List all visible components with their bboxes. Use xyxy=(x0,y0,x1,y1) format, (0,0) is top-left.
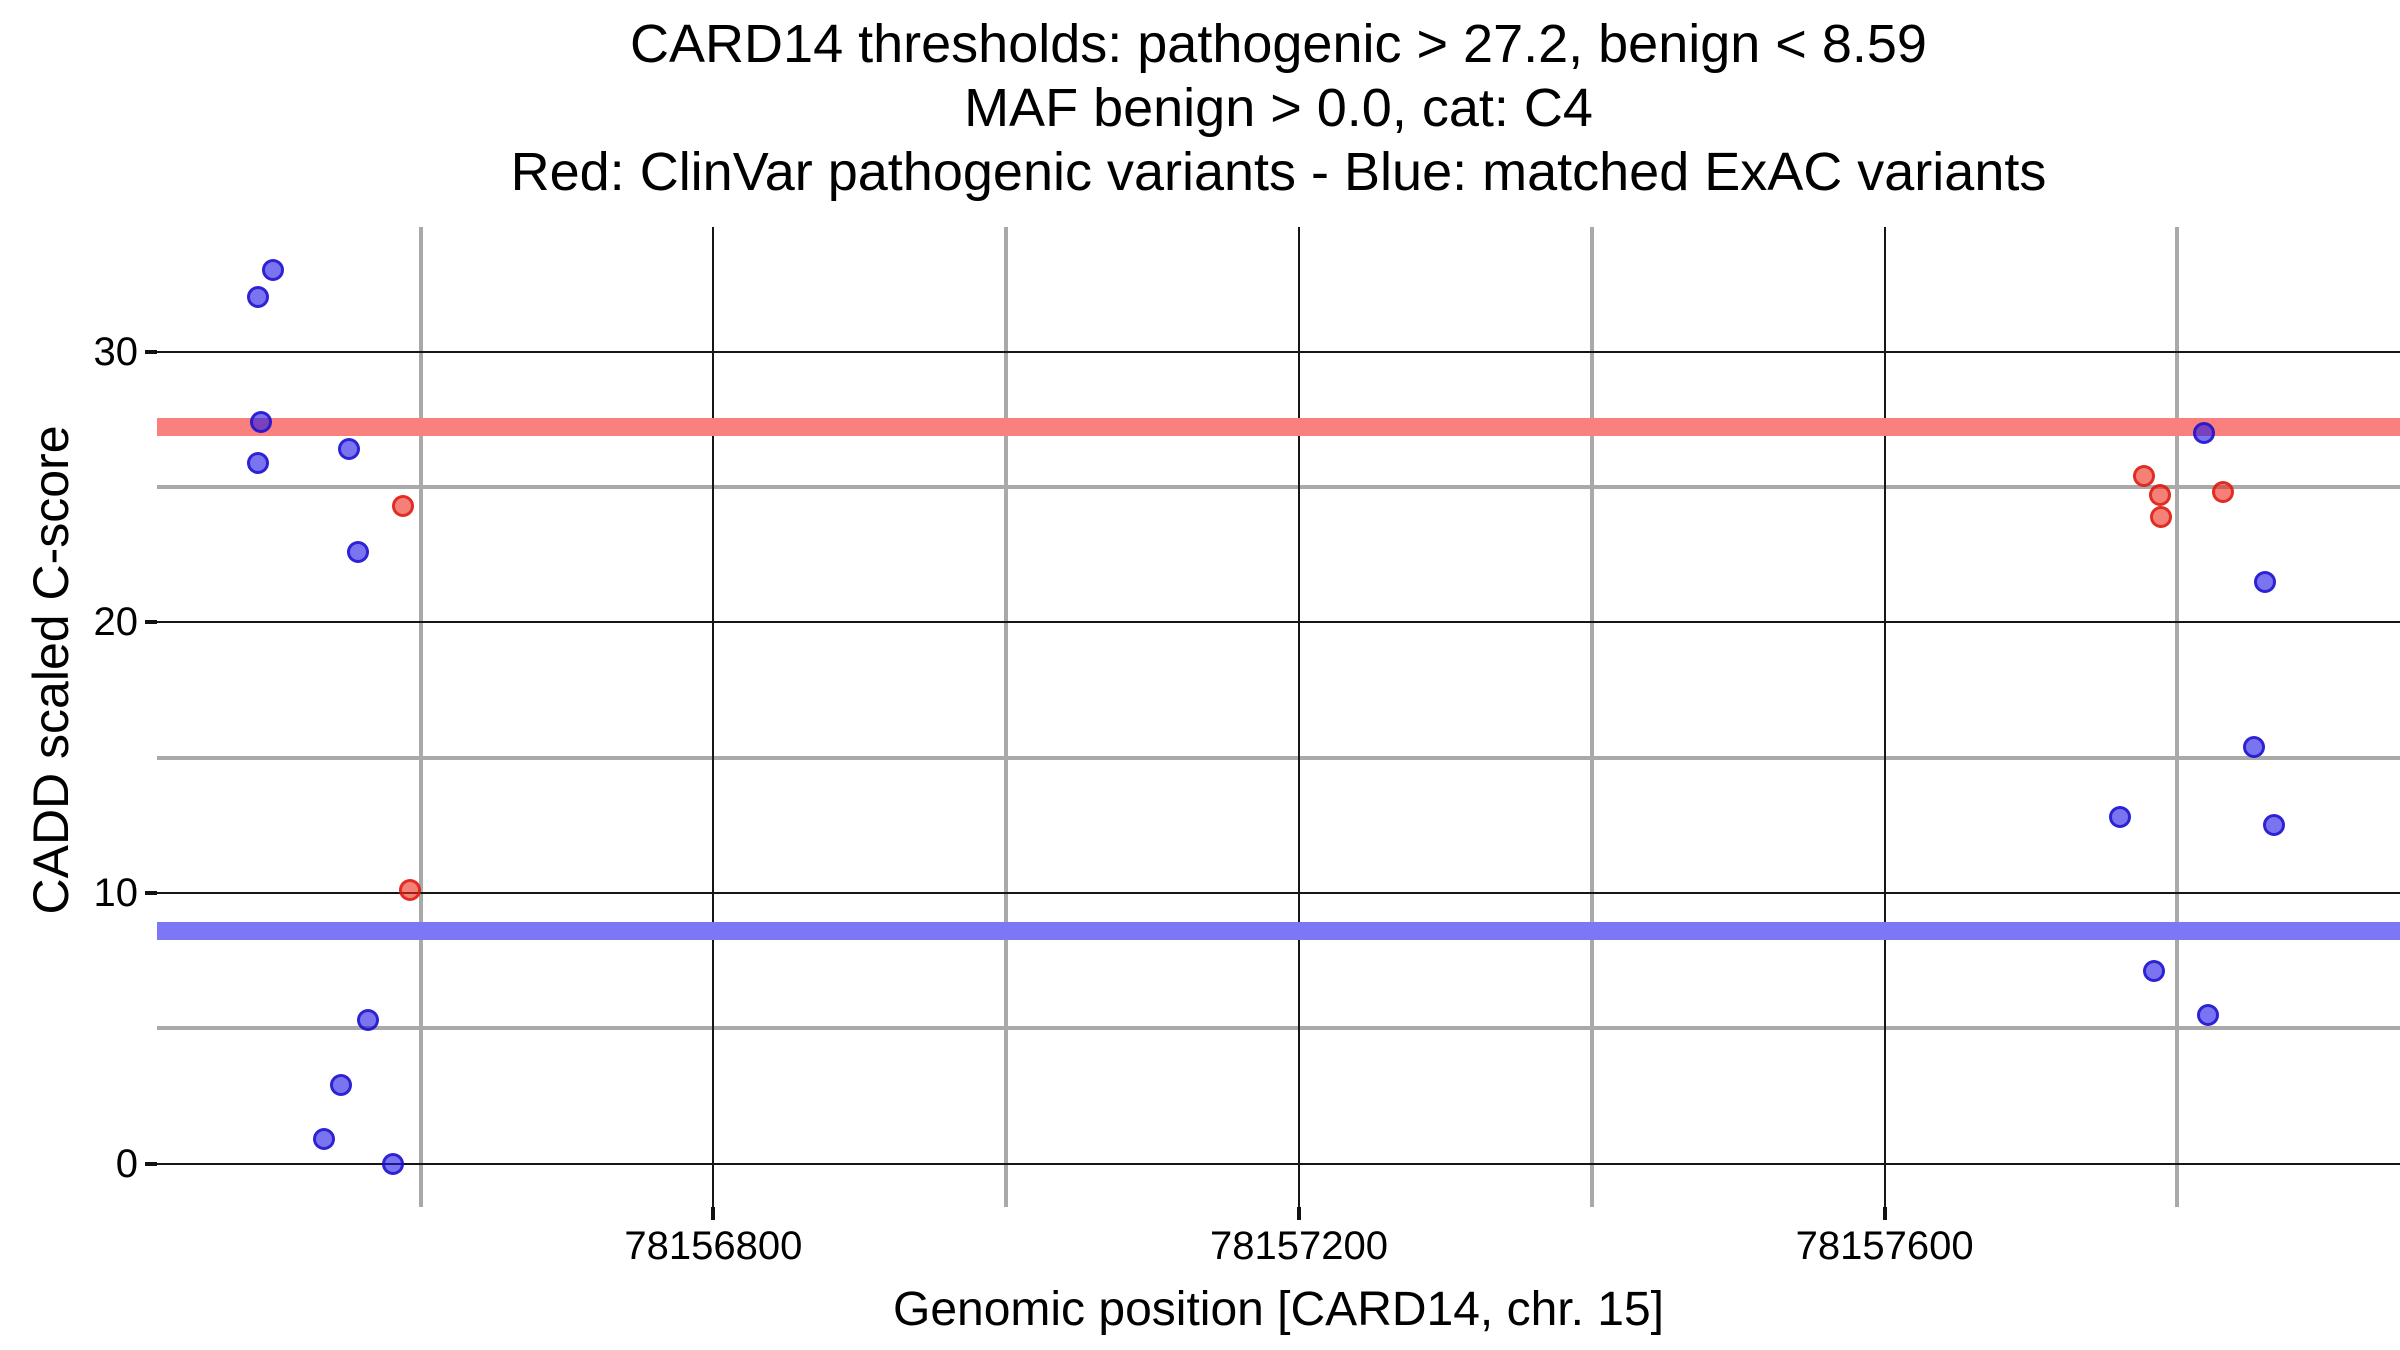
y-axis-tick-label: 20 xyxy=(93,600,139,645)
y-axis-tick xyxy=(145,620,157,625)
x-minor-gridline xyxy=(418,227,423,1207)
x-minor-gridline xyxy=(1589,227,1594,1207)
x-axis-tick xyxy=(711,1207,716,1220)
data-point-exac-matched xyxy=(2109,806,2132,829)
data-point-exac-matched xyxy=(330,1074,353,1097)
data-point-clinvar-pathogenic xyxy=(2132,465,2155,488)
y-major-gridline xyxy=(157,621,2400,624)
data-point-exac-matched xyxy=(247,451,270,474)
y-axis-tick-label: 0 xyxy=(115,1141,138,1186)
y-axis-tick xyxy=(145,1161,157,1166)
data-point-exac-matched xyxy=(381,1152,404,1175)
data-point-exac-matched xyxy=(261,259,284,282)
chart-title-line-2: MAF benign > 0.0, cat: C4 xyxy=(964,78,1593,138)
chart-title-block: CARD14 thresholds: pathogenic > 27.2, be… xyxy=(157,12,2400,204)
pathogenic-threshold-band xyxy=(157,418,2400,437)
x-axis-tick xyxy=(1882,1207,1887,1220)
y-minor-gridline xyxy=(157,1026,2400,1031)
data-point-clinvar-pathogenic xyxy=(2211,481,2234,504)
x-axis-tick-label: 78157200 xyxy=(1210,1224,1388,1268)
x-axis-tick-label: 78157600 xyxy=(1795,1224,1974,1268)
y-axis-title: CADD scaled C-score xyxy=(23,425,79,915)
data-point-exac-matched xyxy=(2242,735,2265,758)
data-point-exac-matched xyxy=(2263,814,2286,837)
chart-title-line-3: Red: ClinVar pathogenic variants - Blue:… xyxy=(510,142,2047,202)
data-point-clinvar-pathogenic xyxy=(2150,505,2173,528)
y-minor-gridline xyxy=(157,484,2400,489)
y-major-gridline xyxy=(157,1162,2400,1165)
y-minor-gridline xyxy=(157,755,2400,760)
data-point-exac-matched xyxy=(346,540,369,563)
y-major-gridline xyxy=(157,891,2400,894)
x-axis-title: Genomic position [CARD14, chr. 15] xyxy=(892,1283,1665,1336)
data-point-exac-matched xyxy=(2192,421,2215,444)
data-point-clinvar-pathogenic xyxy=(2148,484,2171,506)
x-major-gridline xyxy=(1883,227,1886,1207)
data-point-exac-matched xyxy=(337,437,360,460)
y-major-gridline xyxy=(157,350,2400,353)
data-point-clinvar-pathogenic xyxy=(399,879,422,902)
y-axis-tick-label: 10 xyxy=(93,870,139,915)
plot-panel xyxy=(157,227,2400,1207)
y-axis-tick-label: 30 xyxy=(93,329,139,374)
x-axis-tick xyxy=(1296,1207,1301,1220)
data-point-exac-matched xyxy=(312,1128,335,1151)
x-minor-gridline xyxy=(1004,227,1009,1207)
data-point-clinvar-pathogenic xyxy=(391,494,414,517)
data-point-exac-matched xyxy=(2254,570,2277,593)
data-point-exac-matched xyxy=(2197,1003,2220,1026)
data-point-exac-matched xyxy=(247,286,270,309)
y-axis-tick xyxy=(145,890,157,895)
x-major-gridline xyxy=(1297,227,1300,1207)
x-major-gridline xyxy=(712,227,715,1207)
data-point-exac-matched xyxy=(356,1009,379,1032)
y-axis-tick xyxy=(145,349,157,354)
data-point-exac-matched xyxy=(2143,960,2166,983)
x-axis-tick-label: 78156800 xyxy=(624,1224,803,1268)
data-point-exac-matched xyxy=(249,410,272,433)
chart-title-line-1: CARD14 thresholds: pathogenic > 27.2, be… xyxy=(630,14,1927,74)
x-minor-gridline xyxy=(2175,227,2180,1207)
benign-threshold-band xyxy=(157,922,2400,941)
